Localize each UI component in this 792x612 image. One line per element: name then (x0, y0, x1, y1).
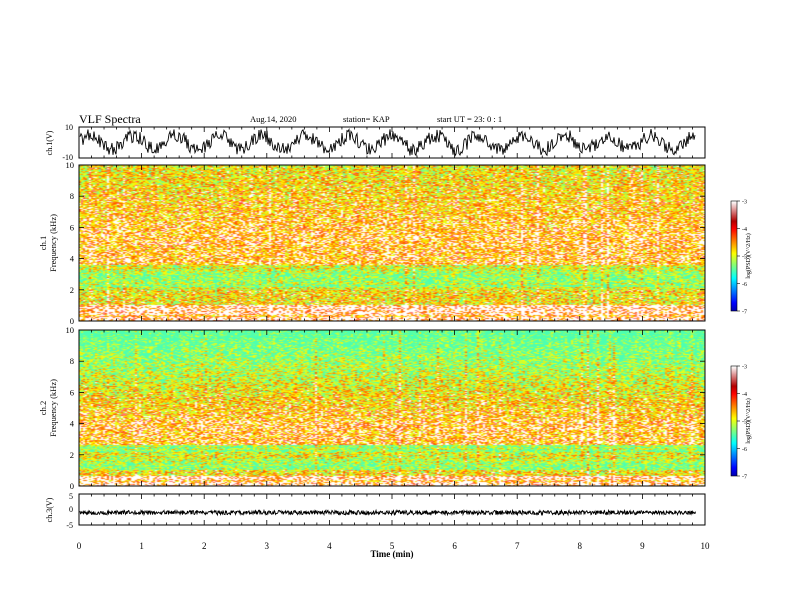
ch3-waveform-panel: 5 0 -5 ch.3(V) 0 1 2 3 4 5 6 7 8 9 10 Time (min) (45, 492, 710, 559)
time-tick-label: 6 (452, 541, 457, 551)
ch3-ylabel: ch.3(V) (45, 497, 54, 522)
ch1-spec-ylabel-frequency: Frequency (kHz) (48, 214, 58, 272)
time-tick-label: 8 (578, 541, 583, 551)
ch1-freq-label: 10 (66, 160, 75, 170)
ch1-freq-label: 4 (70, 254, 75, 264)
ch1-ylabel: ch.1(V) (45, 130, 54, 155)
ch1-xticks (78, 127, 706, 158)
start-time-label: start UT = 23: 0 : 1 (437, 114, 502, 124)
time-tick-label: 0 (77, 541, 82, 551)
station-label: station= KAP (343, 114, 390, 124)
ch3-xticks (78, 494, 706, 525)
time-tick-label: 1 (139, 541, 144, 551)
ch1-colorbar-tick-label: -5 (742, 255, 747, 261)
ch1-freq-label: 8 (70, 191, 74, 201)
date-label: Aug.14, 2020 (250, 114, 297, 124)
ch2-spec-ylabel-frequency: Frequency (kHz) (48, 379, 58, 437)
ch2-frequency-ticks: 10 8 6 4 2 0 (66, 325, 705, 491)
ch1-waveform-panel: 10 -10 ch.1(V) (45, 123, 706, 162)
time-tick-label: 9 (640, 541, 645, 551)
ch2-colorbar-tick-label: -4 (742, 392, 747, 398)
ch3-waveform-line (79, 508, 696, 517)
ch2-colorbar-tick-label: -6 (742, 447, 747, 453)
ch1-frequency-ticks: 10 8 6 4 2 0 (66, 160, 705, 326)
time-axis-tick-labels: 0 1 2 3 4 5 6 7 8 9 10 (77, 541, 710, 551)
ch1-colorbar-tick-label: -4 (742, 227, 747, 233)
ch2-freq-label: 0 (70, 481, 74, 491)
ch2-spec-xticks (78, 330, 706, 486)
ch1-spec-ylabel-channel: ch.1 (38, 236, 48, 250)
ch1-colorbar-tick-label: -3 (742, 200, 747, 206)
ch2-colorbar-label: log(PSD)(V^2/Hz) (745, 398, 752, 443)
ch2-freq-label: 10 (66, 325, 75, 335)
ch1-waveform-line (79, 127, 696, 158)
time-tick-label: 4 (327, 541, 332, 551)
ch2-colorbar-tick-label: -5 (742, 420, 747, 426)
time-tick-label: 2 (202, 541, 207, 551)
ch2-freq-label: 2 (70, 450, 74, 460)
ch1-spectrogram-image (79, 165, 705, 321)
time-axis-label: Time (min) (370, 549, 413, 559)
ch1-spec-xticks (78, 165, 706, 321)
ch2-freq-label: 6 (70, 387, 74, 397)
ch1-colorbar (731, 201, 737, 311)
time-tick-label: 7 (515, 541, 520, 551)
ch3-ytick-bottom: -5 (66, 521, 73, 530)
ch2-freq-label: 4 (70, 419, 75, 429)
ch1-colorbar-tick-label: -6 (742, 282, 747, 288)
ch2-spectrogram-image (79, 330, 705, 486)
ch1-freq-label: 2 (70, 285, 74, 295)
ch1-freq-label: 6 (70, 222, 74, 232)
ch1-freq-label: 0 (70, 316, 74, 326)
time-tick-label: 5 (390, 541, 395, 551)
ch2-colorbar (731, 366, 737, 476)
ch2-spec-ylabel-channel: ch.2 (38, 401, 48, 415)
ch2-colorbar-tick-label: -7 (742, 475, 747, 481)
ch1-colorbar-ticks: -3 -4 -5 -6 -7 (737, 200, 747, 316)
time-tick-label: 3 (265, 541, 270, 551)
ch2-colorbar-tick-label: -3 (742, 365, 747, 371)
ch1-ytick-top: 10 (65, 123, 73, 132)
ch1-colorbar-label: log(PSD)(V^2/Hz) (745, 233, 752, 278)
ch3-ytick-middle: 0 (69, 505, 73, 514)
ch3-ytick-top: 5 (69, 492, 73, 501)
figure-title: VLF Spectra (79, 112, 141, 126)
ch1-ytick-bottom: -10 (62, 153, 73, 162)
ch2-colorbar-ticks: -3 -4 -5 -6 -7 (737, 365, 747, 481)
ch2-freq-label: 8 (70, 356, 74, 366)
time-tick-label: 10 (701, 541, 711, 551)
ch1-colorbar-tick-label: -7 (742, 310, 747, 316)
